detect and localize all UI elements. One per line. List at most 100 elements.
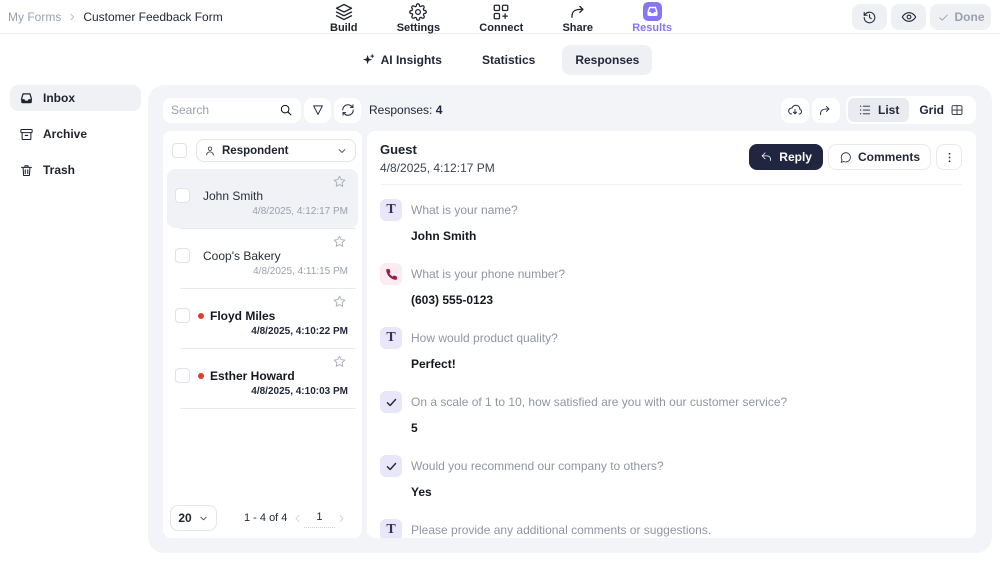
answer-text: 5: [411, 421, 418, 435]
more-options-button[interactable]: [936, 144, 962, 170]
results-inbox-icon: [642, 2, 662, 21]
archive-icon: [20, 128, 33, 140]
qa-item-quality: T How would product quality? Perfect!: [380, 327, 962, 372]
sidebar-item-archive[interactable]: Archive: [10, 121, 141, 147]
list-view-button[interactable]: List: [847, 98, 910, 122]
question-text: What is your phone number?: [411, 267, 566, 281]
chevron-right-icon: [67, 12, 77, 22]
previous-page-button[interactable]: [291, 512, 304, 525]
ai-sparkle-icon: [362, 53, 374, 64]
qa-item-recommend: Would you recommend our company to other…: [380, 455, 962, 500]
dots-vertical-icon: [948, 152, 950, 162]
response-row-esther-howard[interactable]: Esther Howard 4/8/2025, 4:10:03 PM: [167, 349, 358, 408]
response-row-floyd-miles[interactable]: Floyd Miles 4/8/2025, 4:10:22 PM: [167, 289, 358, 348]
list-pagination: 20 1 - 4 of 4 1: [163, 505, 362, 538]
detail-divider: [381, 184, 962, 185]
detail-header: Guest 4/8/2025, 4:12:17 PM Reply Comment…: [367, 131, 976, 184]
row-divider: [180, 408, 356, 409]
question-text: How would product quality?: [411, 331, 558, 345]
done-button[interactable]: Done: [930, 4, 991, 30]
text-question-icon: T: [380, 199, 402, 221]
sidebar-trash-label: Trash: [43, 163, 76, 177]
tab-responses[interactable]: Responses: [562, 44, 653, 75]
detail-timestamp: 4/8/2025, 4:12:17 PM: [380, 161, 495, 175]
row-checkbox[interactable]: [175, 248, 190, 263]
tab-statistics-label: Statistics: [481, 52, 536, 67]
nav-results[interactable]: Results: [632, 0, 672, 34]
reply-button[interactable]: Reply: [749, 144, 823, 170]
search-icon[interactable]: [279, 103, 293, 117]
filter-button[interactable]: [304, 97, 331, 123]
text-question-icon: T: [380, 519, 402, 538]
nav-settings[interactable]: Settings: [397, 1, 440, 34]
chevron-left-icon: [295, 514, 300, 522]
row-divider: [180, 288, 356, 289]
filter-funnel-icon: [312, 105, 323, 115]
person-icon: [206, 146, 214, 155]
detail-actions: Reply Comments: [749, 144, 962, 170]
next-page-button[interactable]: [335, 512, 348, 525]
apps-plus-icon: [493, 4, 509, 19]
respondent-title: Guest: [380, 142, 417, 157]
phone-question-icon: [380, 263, 402, 285]
select-all-checkbox[interactable]: [172, 143, 187, 158]
list-view-label: List: [877, 103, 900, 117]
refresh-icon: [341, 104, 354, 116]
nav-share[interactable]: Share: [562, 1, 593, 34]
star-icon[interactable]: [332, 234, 347, 249]
star-icon[interactable]: [332, 354, 347, 369]
grid-view-label: Grid: [919, 103, 944, 117]
search-input[interactable]: [171, 103, 275, 117]
sidebar-item-trash[interactable]: Trash: [10, 157, 141, 183]
row-checkbox[interactable]: [175, 188, 190, 203]
preview-button[interactable]: [891, 4, 926, 30]
nav-connect-label: Connect: [479, 21, 524, 34]
current-page[interactable]: 1: [304, 509, 335, 528]
nav-settings-label: Settings: [396, 21, 441, 34]
gear-icon: [409, 2, 428, 21]
respondent-name: Esther Howard: [210, 368, 295, 383]
row-divider: [180, 228, 356, 229]
tab-ai-insights[interactable]: AI Insights: [348, 45, 455, 75]
download-button[interactable]: [780, 97, 809, 123]
grid-icon: [951, 105, 963, 115]
history-button[interactable]: [852, 4, 887, 30]
comments-button[interactable]: Comments: [827, 144, 931, 170]
answer-text: Yes: [411, 485, 432, 499]
nav-build[interactable]: Build: [330, 1, 358, 34]
response-timestamp: 4/8/2025, 4:11:15 PM: [253, 266, 348, 277]
page-size-select[interactable]: 20: [170, 505, 217, 531]
respondent-column-select[interactable]: Respondent: [196, 139, 356, 162]
question-text: Please provide any additional comments o…: [411, 523, 712, 537]
tab-responses-label: Responses: [575, 52, 640, 67]
answer-text: John Smith: [411, 229, 477, 243]
grid-view-button[interactable]: Grid: [909, 98, 974, 122]
check-icon: [938, 14, 948, 21]
sidebar-inbox-label: Inbox: [43, 91, 75, 105]
results-tab-bar: AI Insights Statistics Responses: [0, 34, 1000, 85]
cloud-download-icon: [788, 104, 802, 115]
responses-list-panel: Respondent John Smith 4/8/2025, 4:12:17 …: [163, 131, 362, 538]
row-checkbox[interactable]: [175, 308, 190, 323]
responses-toolbar: Responses: 4 List Grid: [163, 96, 976, 124]
sidebar-item-inbox[interactable]: Inbox: [10, 85, 141, 111]
breadcrumb-my-forms[interactable]: My Forms: [8, 10, 62, 24]
row-checkbox[interactable]: [175, 368, 190, 383]
refresh-button[interactable]: [334, 97, 361, 123]
done-label: Done: [954, 10, 985, 24]
response-row-coops-bakery[interactable]: Coop's Bakery 4/8/2025, 4:11:15 PM: [167, 229, 358, 288]
check-question-icon: [380, 391, 402, 413]
nav-results-label: Results: [632, 22, 672, 34]
tab-statistics[interactable]: Statistics: [469, 45, 548, 75]
breadcrumb: My Forms Customer Feedback Form: [8, 0, 223, 34]
responses-card: Responses: 4 List Grid: [148, 85, 992, 553]
respondent-name: John Smith: [203, 188, 264, 203]
check-question-icon: [380, 455, 402, 477]
nav-connect[interactable]: Connect: [479, 1, 523, 34]
response-row-john-smith[interactable]: John Smith 4/8/2025, 4:12:17 PM: [167, 169, 358, 228]
star-icon[interactable]: [332, 294, 347, 309]
share-responses-button[interactable]: [811, 97, 840, 123]
respondent-name: Floyd Miles: [210, 308, 276, 323]
trash-icon: [20, 164, 33, 176]
star-icon[interactable]: [332, 174, 347, 189]
